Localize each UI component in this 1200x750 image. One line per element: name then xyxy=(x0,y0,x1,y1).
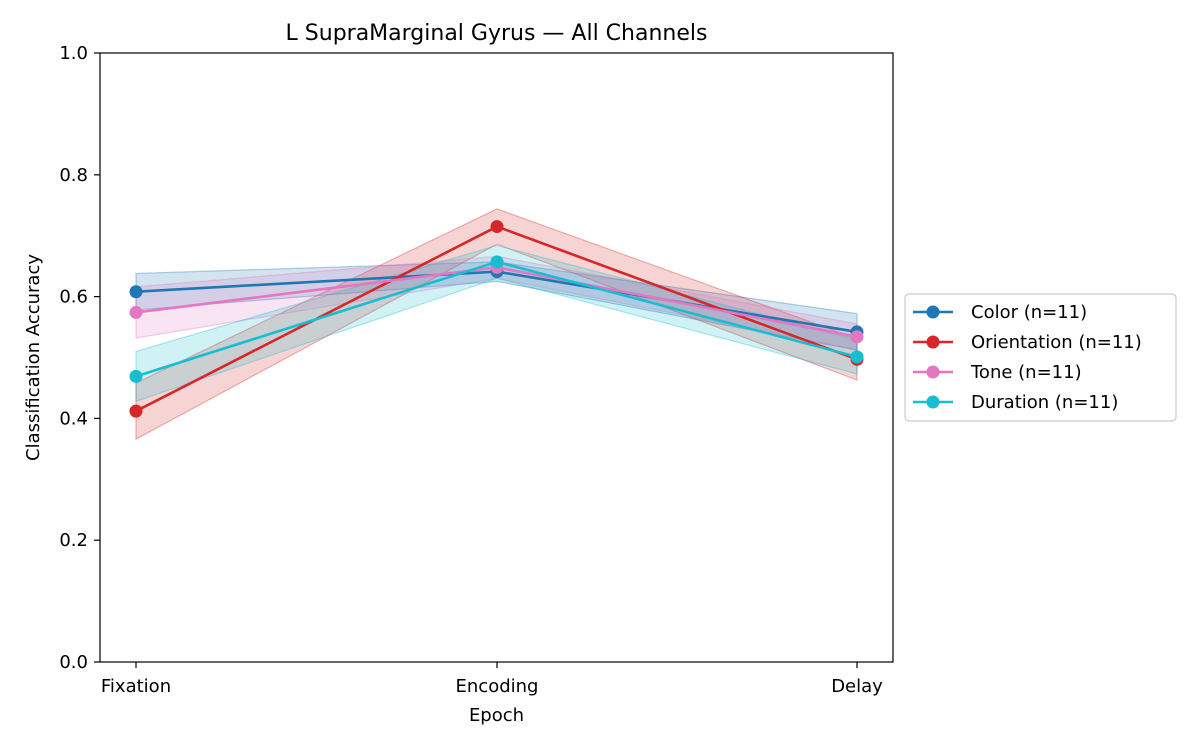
y-tick-label: 0.8 xyxy=(59,165,88,186)
legend-marker-1 xyxy=(926,335,940,349)
x-axis-label: Epoch xyxy=(469,705,524,726)
series-markers xyxy=(129,220,864,418)
legend-marker-0 xyxy=(926,305,940,319)
legend-label-2: Tone (n=11) xyxy=(970,362,1082,383)
legend-marker-2 xyxy=(926,365,940,379)
y-axis-ticks: 0.0 0.2 0.4 0.6 0.8 1.0 xyxy=(59,43,100,673)
legend-label-1: Orientation (n=11) xyxy=(971,332,1142,353)
legend-box xyxy=(904,293,1177,422)
y-axis-label: Classification Accuracy xyxy=(23,254,44,461)
point-series-0-0 xyxy=(129,285,143,299)
y-tick-label: 0.0 xyxy=(59,652,88,673)
point-series-2-0 xyxy=(129,305,143,319)
x-tick-label: Fixation xyxy=(101,676,171,697)
legend: Color (n=11) Orientation (n=11) Tone (n=11… xyxy=(904,293,1177,422)
point-series-3-0 xyxy=(129,369,143,383)
point-series-3-2 xyxy=(850,350,864,364)
point-series-3-1 xyxy=(490,255,504,269)
confidence-bands xyxy=(135,208,858,441)
point-series-1-0 xyxy=(129,404,143,418)
y-tick-label: 0.4 xyxy=(59,408,88,429)
point-series-1-1 xyxy=(490,220,504,234)
x-tick-label: Delay xyxy=(831,676,883,697)
band-series-1 xyxy=(135,208,858,441)
point-series-2-2 xyxy=(850,330,864,344)
legend-marker-3 xyxy=(926,395,940,409)
y-tick-label: 1.0 xyxy=(59,43,88,64)
x-axis-ticks: Fixation Encoding Delay xyxy=(101,662,883,697)
chart-title: L SupraMarginal Gyrus — All Channels xyxy=(286,21,708,46)
x-tick-label: Encoding xyxy=(456,676,539,697)
y-tick-label: 0.2 xyxy=(59,530,88,551)
legend-label-0: Color (n=11) xyxy=(971,302,1087,323)
y-tick-label: 0.6 xyxy=(59,287,88,308)
legend-label-3: Duration (n=11) xyxy=(971,392,1118,413)
